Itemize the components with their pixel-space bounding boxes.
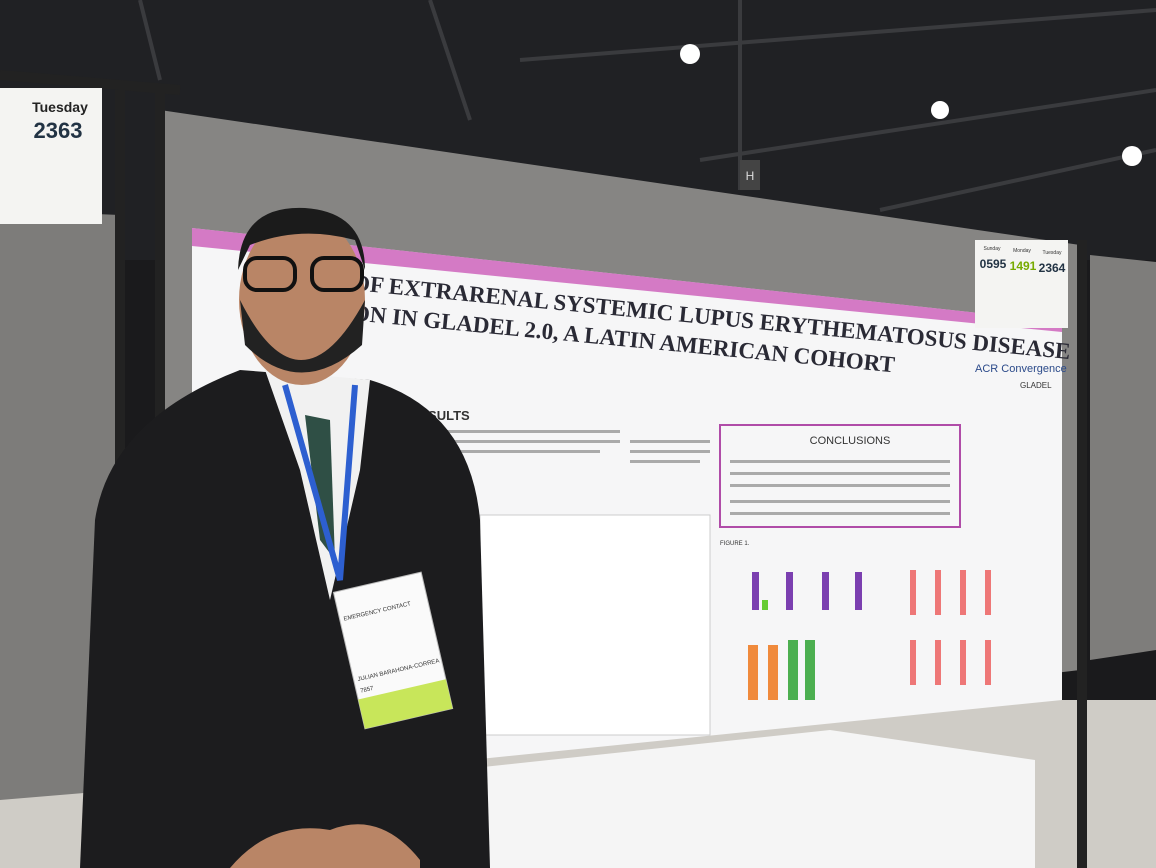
- right-board: [1090, 255, 1156, 660]
- ceiling-trusses: [138, 0, 1156, 212]
- ceiling-light: [680, 44, 700, 64]
- sign-number: 2364: [1039, 261, 1066, 275]
- beard: [240, 300, 365, 373]
- poster-text-lines: [430, 430, 950, 515]
- sign-number: 1491: [1010, 259, 1037, 273]
- hands: [230, 824, 420, 868]
- conclusions-heading: CONCLUSIONS: [810, 435, 891, 447]
- badge-stripe: [358, 679, 453, 729]
- sign-day: Tuesday: [1043, 250, 1062, 256]
- suit: [80, 370, 490, 868]
- ceiling-light: [931, 101, 949, 119]
- sign-number: 2363: [34, 118, 83, 143]
- pillar: [740, 160, 760, 190]
- ceiling-light: [1122, 146, 1142, 166]
- sign-day: Monday: [1013, 248, 1031, 254]
- results-table: [479, 514, 711, 736]
- sign-number: 0595: [980, 257, 1007, 271]
- session-sign: [0, 88, 102, 224]
- badge: EMERGENCY CONTACT JULIAN BARAHONA-CORREA…: [332, 571, 454, 730]
- pillar-label: H: [746, 169, 755, 183]
- poster-banner: [192, 228, 1062, 332]
- sign-days: Sunday Monday Tuesday: [984, 246, 1062, 256]
- figure-bars: [748, 570, 991, 700]
- sign-day: Tuesday: [32, 99, 88, 115]
- sign-numbers: 0595 1491 2364: [980, 257, 1066, 275]
- lanyard: [282, 384, 358, 581]
- glasses: [243, 256, 364, 292]
- logo: ACR Convergence: [975, 363, 1067, 375]
- table: [445, 730, 1035, 868]
- badge-number: 7857: [360, 686, 375, 695]
- tie: [305, 415, 335, 560]
- conclusions-box: [719, 424, 961, 528]
- hair: [238, 207, 365, 270]
- session-sign-right: [975, 240, 1068, 328]
- figure-label: FIGURE 1.: [720, 541, 750, 547]
- logo-sub: GLADEL: [1020, 381, 1052, 390]
- sign-day: Sunday: [984, 246, 1001, 252]
